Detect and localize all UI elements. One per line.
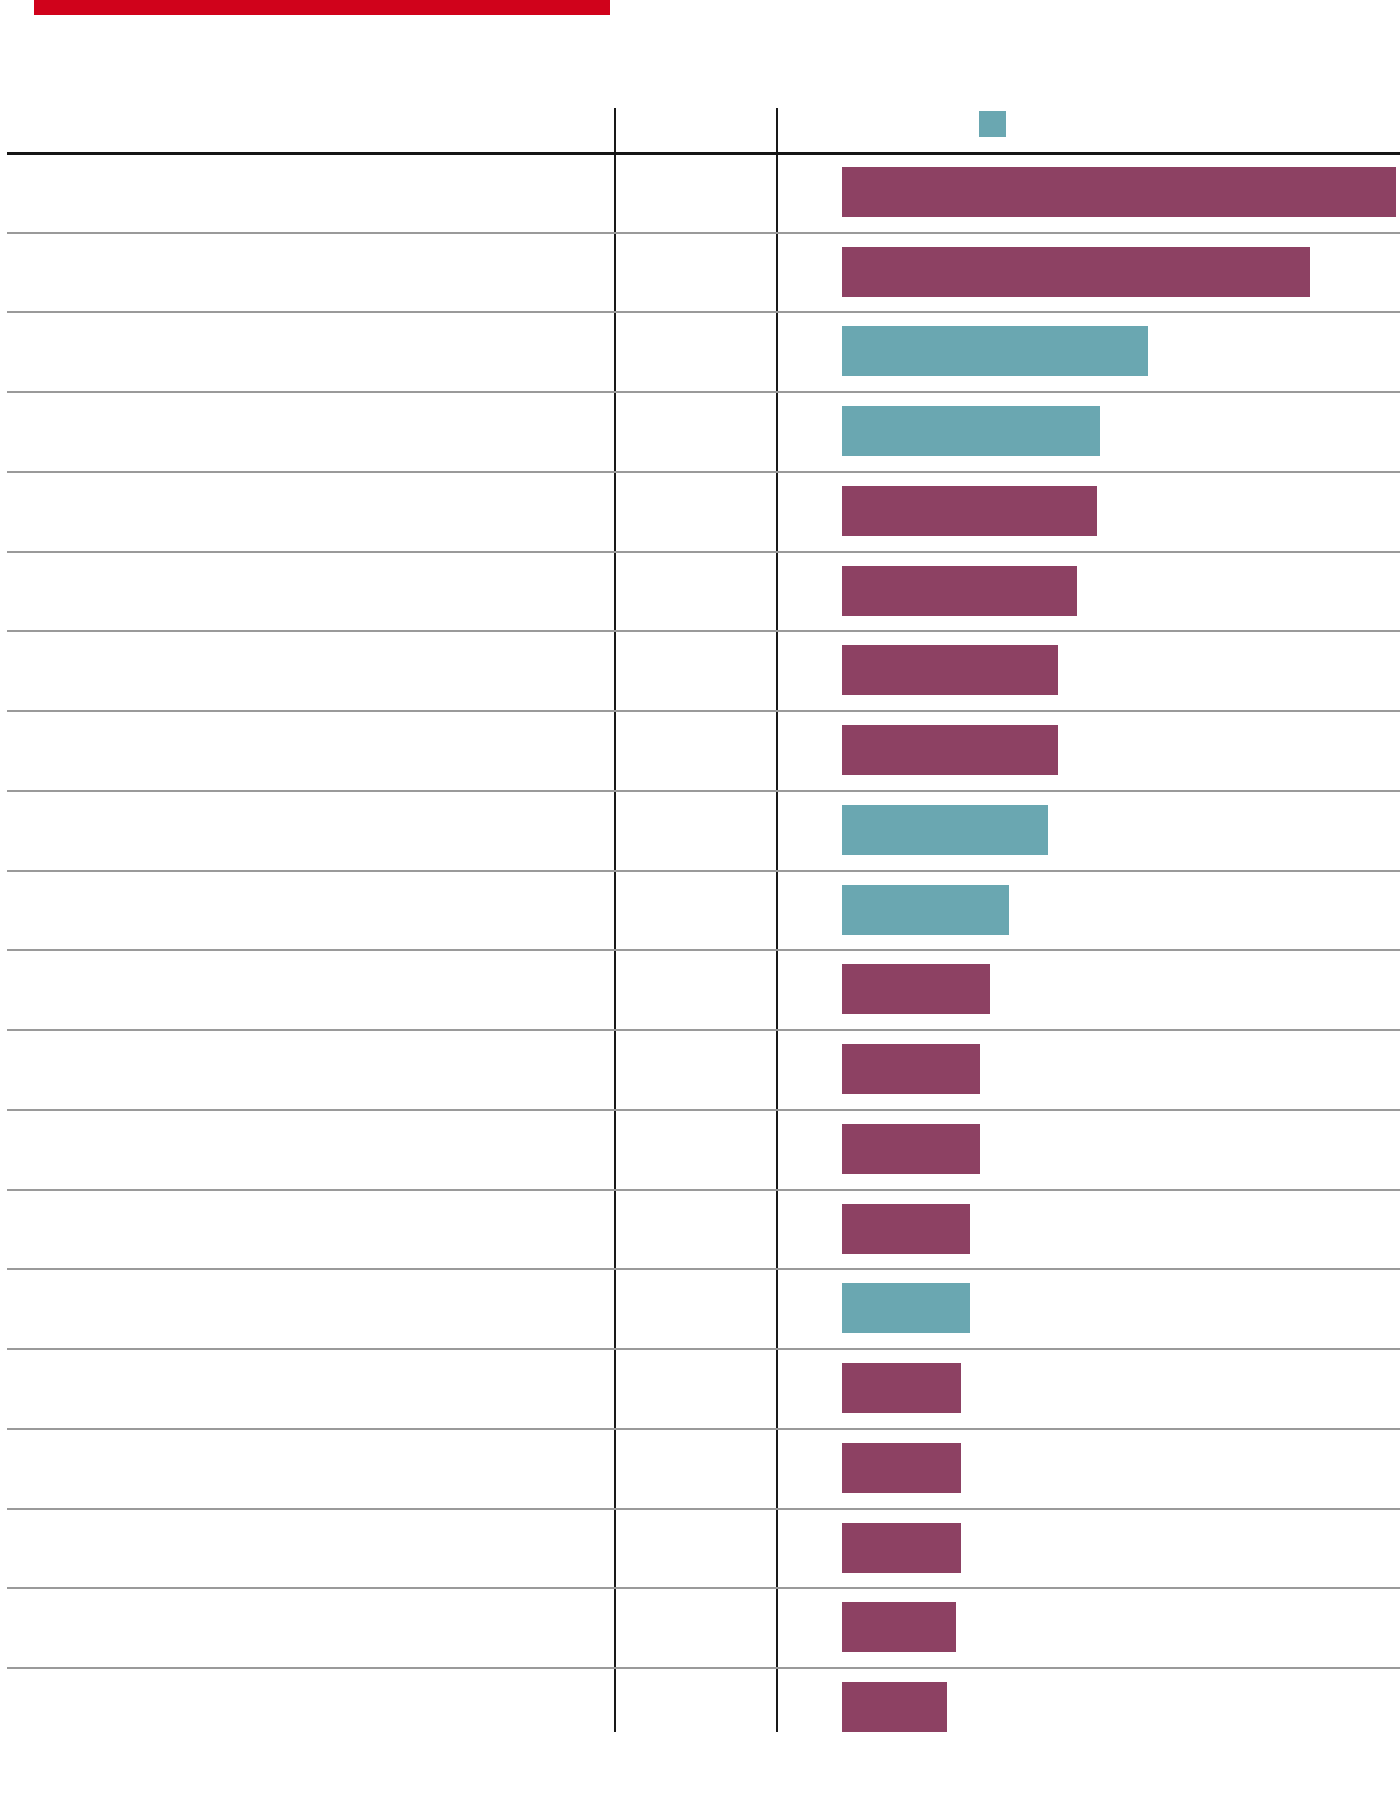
row-separator <box>7 1189 1400 1191</box>
legend-swatch <box>979 111 1006 137</box>
row-separator <box>7 1109 1400 1111</box>
bar-maroon <box>842 1363 961 1413</box>
row-separator <box>7 1348 1400 1350</box>
row-separator <box>7 1587 1400 1589</box>
bar-maroon <box>842 1443 961 1493</box>
row-separator <box>7 949 1400 951</box>
bar-maroon <box>842 1523 961 1573</box>
row-separator <box>7 630 1400 632</box>
bar-maroon <box>842 1682 947 1732</box>
row-separator <box>7 232 1400 234</box>
row-separator <box>7 1029 1400 1031</box>
red-accent-bar <box>34 0 610 15</box>
row-separator <box>7 1667 1400 1669</box>
header-rule <box>7 152 1400 155</box>
bar-maroon <box>842 1602 956 1652</box>
bar-teal <box>842 326 1148 376</box>
bar-maroon <box>842 725 1058 775</box>
row-separator <box>7 1428 1400 1430</box>
bar-teal <box>842 885 1009 935</box>
row-separator <box>7 551 1400 553</box>
row-separator <box>7 790 1400 792</box>
row-separator <box>7 710 1400 712</box>
row-separator <box>7 1268 1400 1270</box>
row-separator <box>7 391 1400 393</box>
bar-maroon <box>842 1204 970 1254</box>
row-separator <box>7 471 1400 473</box>
row-separator <box>7 870 1400 872</box>
column-divider-right <box>776 108 778 1732</box>
bar-teal <box>842 1283 970 1333</box>
bar-maroon <box>842 1124 980 1174</box>
row-separator <box>7 311 1400 313</box>
bar-maroon <box>842 1044 980 1094</box>
bar-maroon <box>842 167 1396 217</box>
bar-maroon <box>842 964 990 1014</box>
bar-maroon <box>842 645 1058 695</box>
bar-maroon <box>842 486 1097 536</box>
column-divider-left <box>614 108 616 1732</box>
bar-teal <box>842 406 1100 456</box>
bar-maroon <box>842 247 1310 297</box>
row-separator <box>7 1508 1400 1510</box>
bar-maroon <box>842 566 1077 616</box>
bar-teal <box>842 805 1048 855</box>
